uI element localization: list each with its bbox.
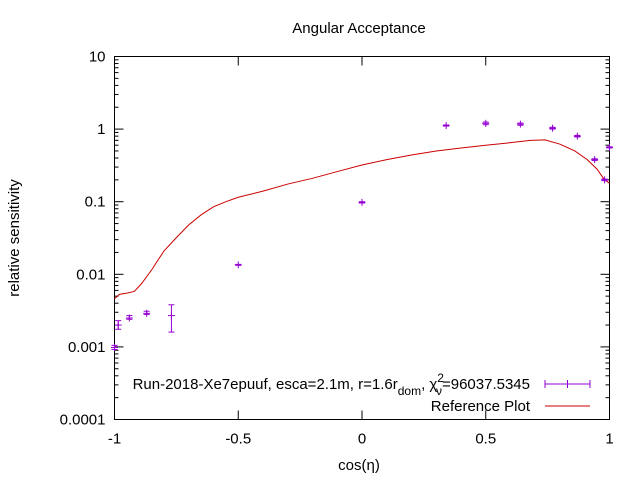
data-point — [573, 132, 581, 140]
x-tick-label: 0 — [358, 431, 366, 448]
y-axis-ticks: 0.0001 0.001 0.01 0.1 1 10 — [60, 49, 610, 429]
legend-entry-run: Run-2018-Xe7epuuf, esca=2.1m, r=1.6rdom,… — [133, 371, 530, 398]
data-point — [482, 119, 490, 127]
data-point — [167, 304, 175, 333]
plot-frame — [114, 56, 610, 420]
reference-curve — [114, 139, 610, 300]
run-series-points — [111, 119, 613, 352]
y-tick-label: 1 — [97, 121, 105, 138]
legend-run-chi-sub: ν — [436, 384, 442, 398]
y-tick-label: 0.001 — [68, 339, 106, 356]
x-tick-label: -0.5 — [225, 431, 251, 448]
legend: Run-2018-Xe7epuuf, esca=2.1m, r=1.6rdom,… — [133, 371, 591, 415]
legend-run-chi-sup: 2 — [437, 371, 444, 385]
data-point — [358, 198, 366, 206]
data-point — [601, 176, 609, 184]
legend-run-value: =96037.5345 — [442, 376, 530, 393]
data-point — [143, 309, 151, 317]
y-axis-label: relative sensitivity — [6, 179, 23, 297]
data-point — [442, 122, 450, 130]
y-tick-label: 10 — [89, 49, 106, 66]
reference-series — [114, 139, 610, 300]
legend-entry-reference: Reference Plot — [431, 398, 531, 415]
y-tick-label: 0.0001 — [60, 412, 106, 429]
x-tick-label: -1 — [108, 431, 121, 448]
y-tick-label: 0.1 — [85, 194, 106, 211]
data-point — [549, 124, 557, 132]
y-tick-label: 0.01 — [76, 266, 105, 283]
legend-run-subscript: dom — [398, 384, 421, 398]
legend-run-chi: , χ — [421, 376, 437, 393]
data-point — [234, 261, 242, 269]
x-axis-ticks: -1 -0.5 0 0.5 1 — [108, 56, 614, 448]
data-point — [111, 344, 118, 352]
data-point — [591, 156, 599, 164]
legend-run-name: Run-2018-Xe7epuuf, esca=2.1m, r=1.6r — [133, 376, 398, 393]
legend-run-symbol — [544, 380, 591, 388]
x-axis-label: cos(η) — [338, 457, 380, 474]
chart-title: Angular Acceptance — [292, 20, 425, 37]
x-tick-label: 0.5 — [475, 431, 496, 448]
data-point — [114, 320, 122, 330]
data-point — [606, 143, 613, 151]
x-tick-label: 1 — [605, 431, 613, 448]
data-point — [516, 120, 524, 128]
data-point — [125, 314, 133, 322]
